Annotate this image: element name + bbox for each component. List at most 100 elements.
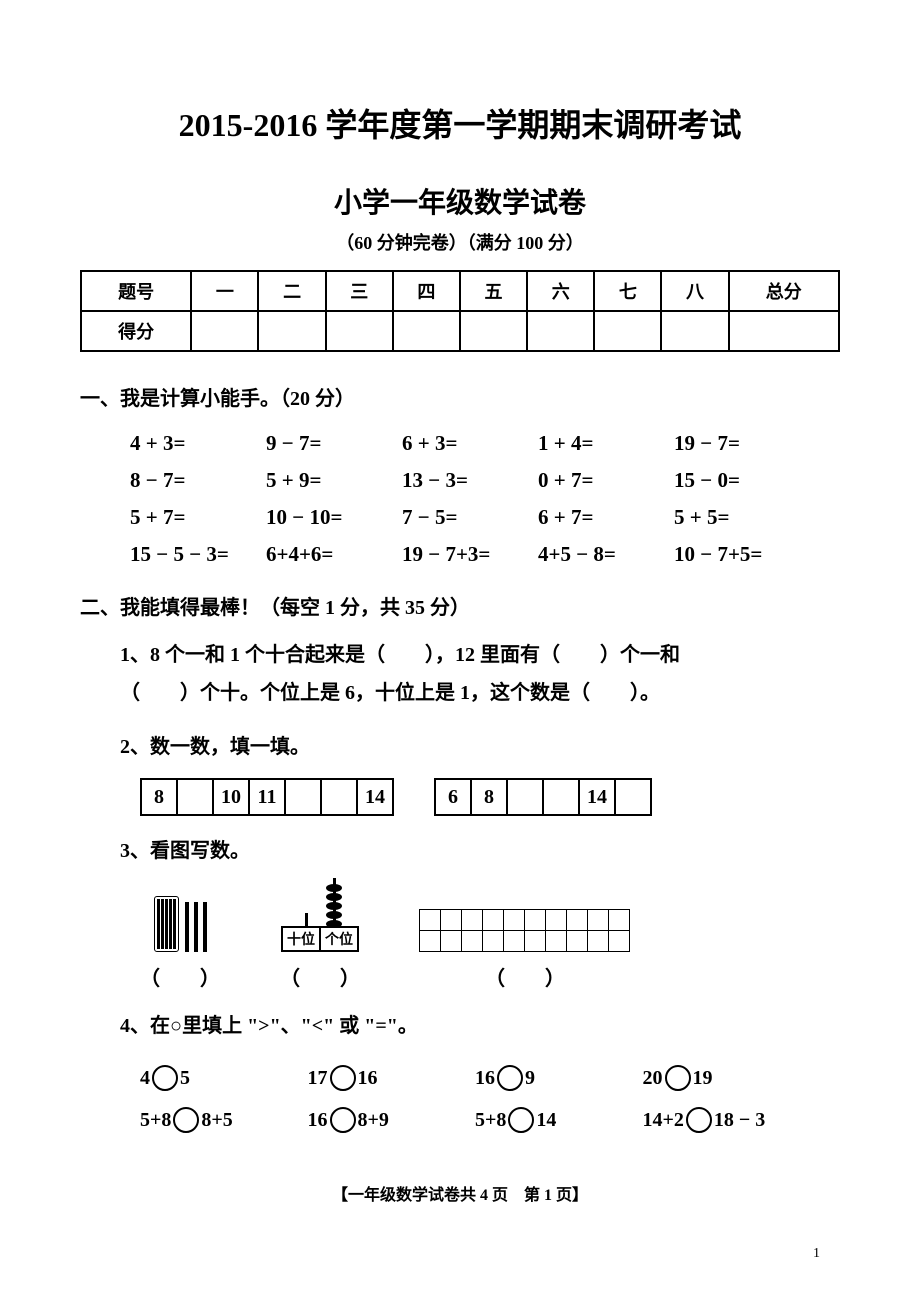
sticks-figure: （ ） [140,882,220,991]
score-value-cell [460,311,527,351]
compare-item: 45 [140,1065,308,1091]
answer-blank: （ ） [280,962,360,991]
calc-item: 4 + 3= [130,431,266,456]
calc-item: 5 + 7= [130,505,266,530]
calc-item: 10 − 10= [266,505,402,530]
calc-item: 6+4+6= [266,542,402,567]
page-footer: 【一年级数学试卷共 4 页 第 1 页】 [80,1181,840,1205]
picture-row: （ ） 十位 个位 （ [140,882,840,991]
score-table: 题号 一 二 三 四 五 六 七 八 总分 得分 [80,270,840,352]
score-value-cell [258,311,325,351]
exam-subtitle: 小学一年级数学试卷 [80,181,840,221]
question-1-line1: 1、8 个一和 1 个十合起来是（ ），12 里面有（ ）个一和 [120,636,840,674]
circle-blank [686,1107,712,1133]
calc-item: 7 − 5= [402,505,538,530]
page-number: 1 [813,1246,820,1262]
calc-item: 10 − 7+5= [674,542,810,567]
score-table-header-row: 题号 一 二 三 四 五 六 七 八 总分 [81,271,839,311]
compare-row: 45 1716 169 2019 [80,1057,840,1099]
calc-item: 0 + 7= [538,468,674,493]
seq-group-2: 6 8 14 [434,778,652,816]
question-1-line2: （ ）个十。个位上是 6，十位上是 1，这个数是（ ）。 [120,674,840,712]
calc-item: 6 + 3= [402,431,538,456]
compare-item: 5+88+5 [140,1107,308,1133]
seq-box [614,778,652,816]
compare-item: 1716 [308,1065,476,1091]
question-3-header: 3、看图写数。 [120,832,840,870]
circle-blank [173,1107,199,1133]
score-header-cell: 五 [460,271,527,311]
calc-item: 13 − 3= [402,468,538,493]
compare-item: 14+218 − 3 [643,1107,811,1133]
circle-blank [152,1065,178,1091]
circle-blank [508,1107,534,1133]
sticks-icon [154,896,207,952]
calc-item: 19 − 7+3= [402,542,538,567]
calc-item: 19 − 7= [674,431,810,456]
answer-blank: （ ） [140,962,220,991]
calc-item: 5 + 5= [674,505,810,530]
seq-box: 14 [578,778,616,816]
seq-box [542,778,580,816]
calc-item: 4+5 − 8= [538,542,674,567]
calc-item: 5 + 9= [266,468,402,493]
seq-box [506,778,544,816]
seq-box: 10 [212,778,250,816]
circle-blank [330,1065,356,1091]
compare-row: 5+88+5 16 8+9 5+814 14+218 − 3 [80,1099,840,1141]
grid-figure: （ ） [420,882,630,991]
score-value-cell [527,311,594,351]
seq-box [176,778,214,816]
calc-item: 15 − 0= [674,468,810,493]
seq-box [320,778,358,816]
abacus-icon: 十位 个位 [281,878,359,952]
question-2-header: 2、数一数，填一填。 [120,728,840,766]
section-1-header: 一、我是计算小能手。（20 分） [80,382,840,411]
score-header-cell: 三 [326,271,393,311]
calc-item: 8 − 7= [130,468,266,493]
score-value-cell [326,311,393,351]
score-value-cell [661,311,728,351]
score-header-cell: 二 [258,271,325,311]
score-header-cell: 一 [191,271,258,311]
abacus-tens-label: 十位 [283,928,321,950]
circle-blank [497,1065,523,1091]
score-value-cell: 得分 [81,311,191,351]
seq-box: 8 [140,778,178,816]
exam-title: 2015-2016 学年度第一学期期末调研考试 [80,100,840,146]
seq-box: 8 [470,778,508,816]
calc-item: 1 + 4= [538,431,674,456]
score-value-cell [191,311,258,351]
exam-meta: （60 分钟完卷）（满分 100 分） [80,229,840,255]
score-header-cell: 题号 [81,271,191,311]
seq-box: 14 [356,778,394,816]
score-header-cell: 八 [661,271,728,311]
answer-blank: （ ） [485,962,565,991]
number-sequences: 8 10 11 14 6 8 14 [140,778,840,816]
calc-item: 6 + 7= [538,505,674,530]
compare-item: 16 8+9 [308,1107,476,1133]
score-header-cell: 四 [393,271,460,311]
score-value-cell [393,311,460,351]
calc-row: 4 + 3= 9 − 7= 6 + 3= 1 + 4= 19 − 7= [80,425,840,462]
score-table-value-row: 得分 [81,311,839,351]
abacus-ones-label: 个位 [321,928,357,950]
seq-box [284,778,322,816]
question-4-header: 4、在○里填上 ">"、"<" 或 "="。 [120,1007,840,1045]
compare-item: 2019 [643,1065,811,1091]
calc-row: 5 + 7= 10 − 10= 7 − 5= 6 + 7= 5 + 5= [80,499,840,536]
score-value-cell [729,311,839,351]
calc-row: 15 − 5 − 3= 6+4+6= 19 − 7+3= 4+5 − 8= 10… [80,536,840,573]
circle-blank [330,1107,356,1133]
compare-item: 169 [475,1065,643,1091]
compare-item: 5+814 [475,1107,643,1133]
score-header-cell: 总分 [729,271,839,311]
calc-item: 9 − 7= [266,431,402,456]
score-header-cell: 七 [594,271,661,311]
question-1: 1、8 个一和 1 个十合起来是（ ），12 里面有（ ）个一和 （ ）个十。个… [120,636,840,712]
seq-box: 6 [434,778,472,816]
abacus-figure: 十位 个位 （ ） [280,882,360,991]
score-value-cell [594,311,661,351]
seq-box: 11 [248,778,286,816]
grid-icon [420,910,630,952]
